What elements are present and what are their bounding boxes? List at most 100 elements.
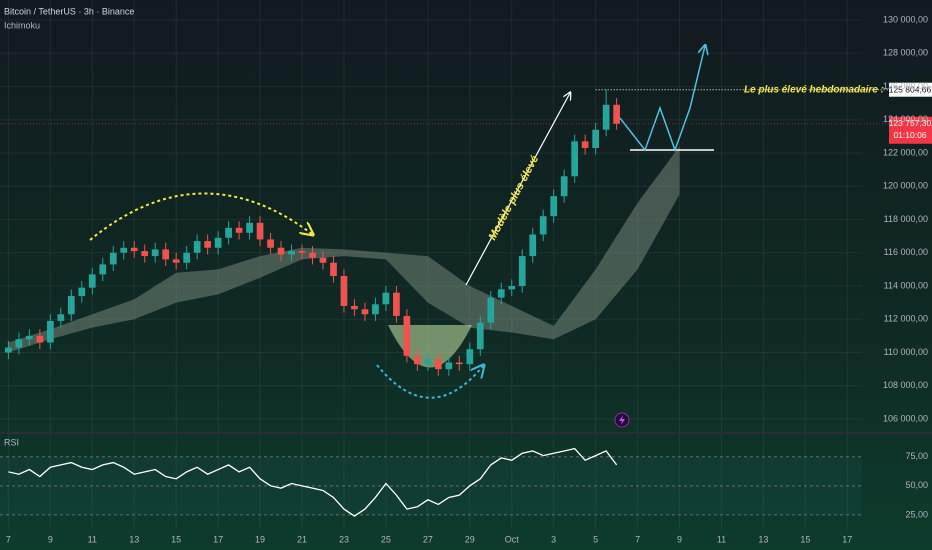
candle-body — [5, 347, 12, 353]
candle-body — [372, 304, 379, 315]
candle-body — [193, 241, 201, 253]
candle-body — [67, 295, 75, 315]
candle-body — [414, 355, 421, 365]
candle-body — [141, 251, 149, 257]
rsi-tick-label: 25,00 — [905, 509, 928, 519]
y-tick-label: 110 000,00 — [884, 347, 928, 357]
x-tick-label: 7 — [6, 534, 11, 544]
rsi-line — [8, 447, 618, 517]
y-tick-label: 112 000,00 — [884, 314, 928, 324]
x-tick-label: 3 — [551, 534, 556, 544]
x-tick-label: 21 — [297, 534, 307, 544]
y-tick-label: 106 000,00 — [883, 413, 928, 423]
candle-body — [267, 239, 274, 248]
candle-body — [340, 276, 348, 306]
candle-body — [235, 227, 243, 233]
candle-body — [162, 249, 170, 260]
y-tick-label: 122 000,00 — [883, 147, 928, 157]
x-tick-label: 29 — [465, 534, 475, 544]
candle-body — [571, 141, 579, 177]
candle-body — [78, 287, 86, 296]
projection-zigzag — [619, 46, 705, 153]
candle-body — [36, 335, 44, 343]
candle-body — [298, 251, 306, 253]
weekly-high-badge — [889, 82, 932, 97]
candle-body — [256, 222, 264, 240]
x-tick-label: 13 — [758, 534, 768, 544]
candle-body — [309, 252, 316, 258]
candle-body — [497, 289, 505, 298]
rsi-band — [0, 456, 862, 515]
weekly-high-text: Le plus élevé hebdomadaire : — [744, 84, 884, 95]
y-tick-label: 108 000,00 — [883, 380, 928, 390]
weekly-high-label: 125 804,66 — [889, 84, 932, 94]
cloud-area — [8, 146, 680, 353]
candle-body — [434, 359, 442, 370]
candle-body — [550, 196, 558, 217]
candle-body — [529, 234, 537, 257]
candle-body — [518, 256, 526, 287]
x-tick-label: 11 — [717, 534, 726, 544]
ichimoku-cloud — [8, 146, 680, 353]
indicator-name: Ichimoku — [4, 20, 40, 30]
candle-body — [466, 349, 474, 365]
candle-body — [592, 129, 599, 148]
candle-body — [172, 259, 180, 263]
candle-body — [445, 362, 453, 370]
candle-body — [581, 141, 589, 148]
candle-body — [130, 247, 138, 252]
candle-body — [560, 176, 568, 197]
candle-body — [99, 264, 107, 275]
candle-body — [351, 305, 358, 310]
candle-body — [613, 104, 620, 124]
candle-body — [109, 252, 117, 265]
event-bolt — [619, 415, 625, 425]
y-tick-label: 130 000,00 — [883, 14, 928, 24]
x-tick-label: 25 — [381, 534, 391, 544]
candle-body — [361, 309, 369, 315]
current-price-badge — [889, 116, 932, 144]
yellow-arc-arrow — [89, 192, 312, 241]
candle-body — [246, 222, 253, 233]
x-tick-label: 19 — [255, 534, 265, 544]
x-tick-label: 27 — [423, 534, 433, 544]
candle-body — [204, 241, 211, 248]
chart-title: Bitcoin / TetherUS · 3h · Binance — [4, 6, 134, 16]
candle-body — [277, 247, 285, 255]
x-tick-label: Oct — [505, 534, 520, 544]
candle-body — [120, 247, 128, 253]
x-tick-label: 11 — [88, 534, 97, 544]
candle-body — [88, 274, 96, 288]
grid — [0, 0, 862, 530]
rsi-title: RSI — [4, 437, 19, 447]
candle-body — [319, 257, 327, 263]
candle-body — [602, 104, 610, 130]
x-tick-label: 17 — [213, 534, 223, 544]
y-tick-label: 124 000,00 — [883, 114, 928, 124]
current-price-label: 123 757,30 — [889, 118, 932, 128]
candle-body — [151, 249, 159, 257]
y-tick-label: 126 000,00 — [883, 81, 928, 91]
axes: 106 000,00 108 000,00 110 000,00 112 000,00… — [6, 14, 928, 544]
x-tick-label: 13 — [129, 534, 139, 544]
candle-body — [26, 335, 33, 340]
blue-arc-arrow — [376, 365, 483, 399]
rsi-tick-label: 75,00 — [905, 451, 928, 461]
rsi-pane — [0, 447, 862, 517]
x-tick-label: 15 — [171, 534, 181, 544]
x-tick-label: 7 — [635, 534, 640, 544]
y-tick-label: 120 000,00 — [883, 181, 928, 191]
x-tick-label: 9 — [48, 534, 53, 544]
x-tick-label: 15 — [800, 534, 810, 544]
x-tick-label: 17 — [842, 534, 852, 544]
trend-arrow — [465, 93, 570, 286]
candle-body — [225, 227, 232, 238]
y-tick-label: 114 000,00 — [884, 280, 928, 290]
price-levels: Le plus élevé hebdomadaire :125 804,6612… — [0, 82, 932, 144]
candle-body — [393, 292, 400, 316]
candle-body — [455, 362, 463, 365]
candle-body — [15, 339, 23, 348]
candle-body — [539, 216, 547, 235]
